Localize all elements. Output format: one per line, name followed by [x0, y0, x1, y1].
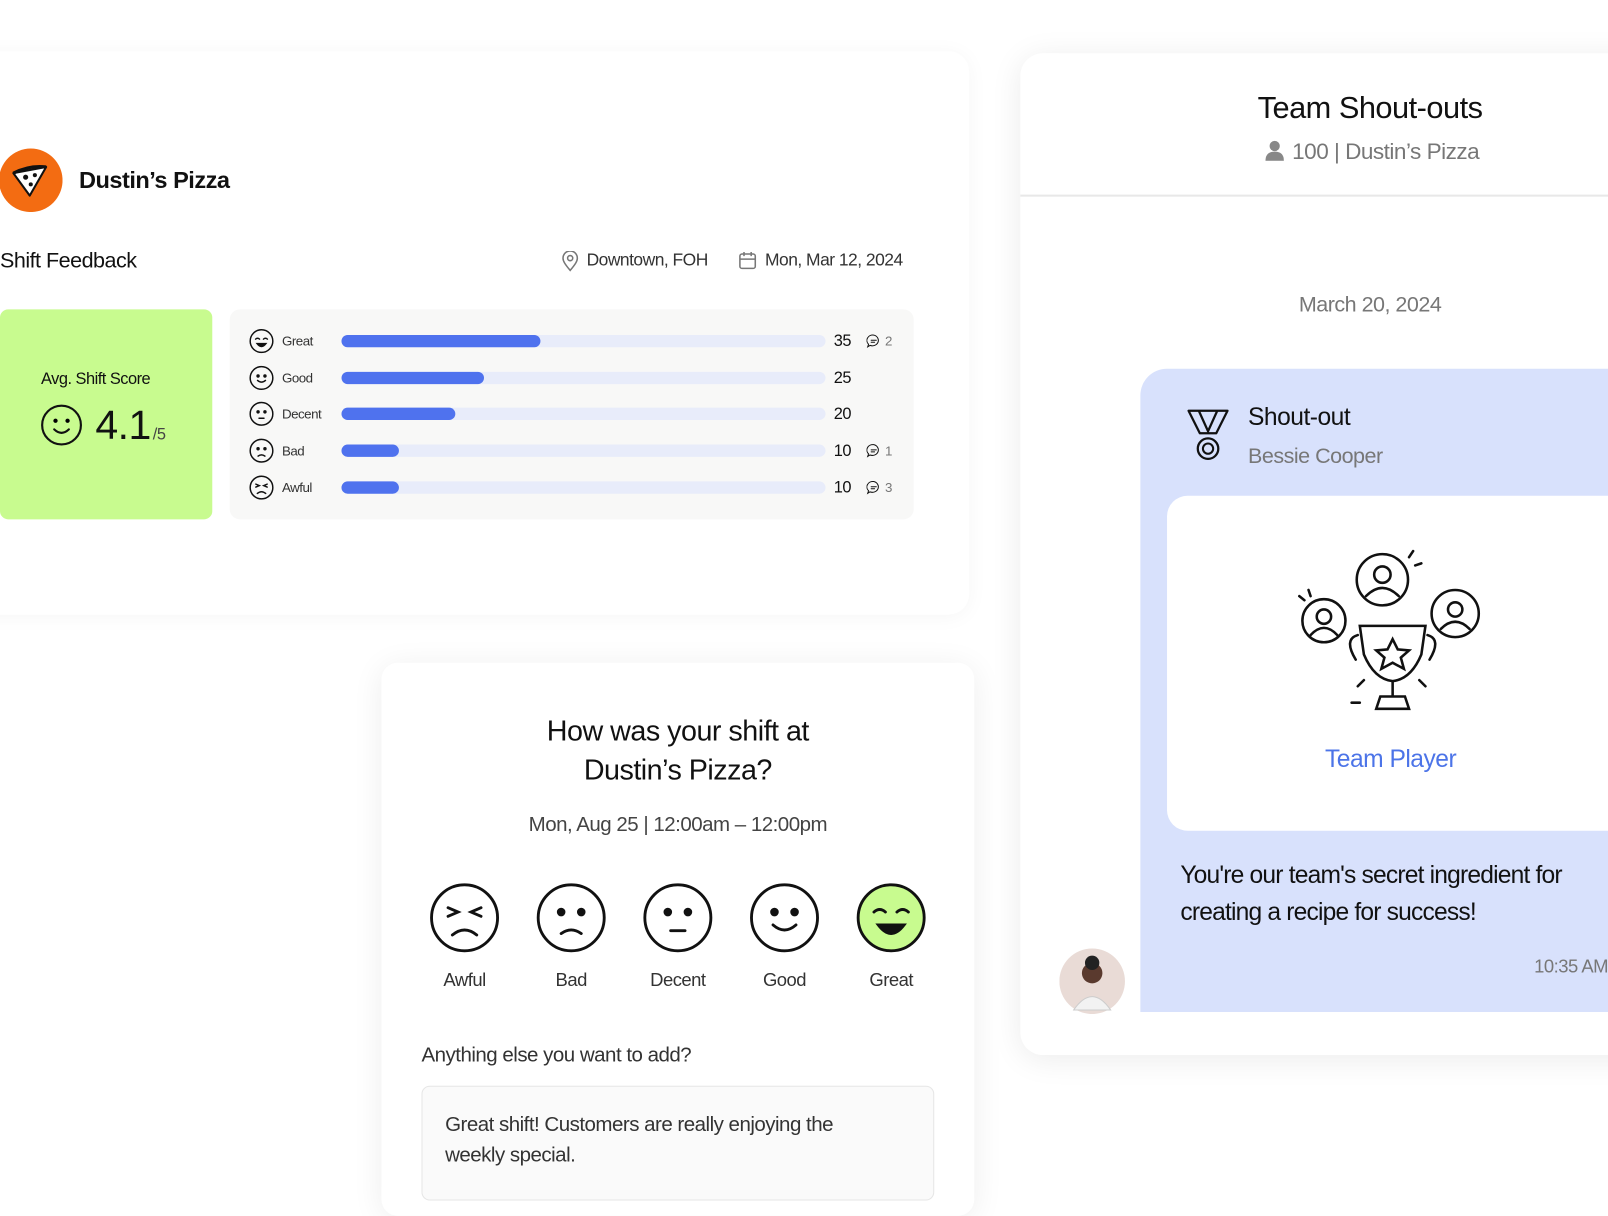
message-time: 10:35 AM — [1534, 956, 1608, 977]
survey-question: How was your shift at — [546, 714, 810, 747]
rating-face — [249, 438, 274, 463]
message-date: March 20, 2024 — [1298, 292, 1442, 317]
score-box — [0, 309, 213, 520]
shoutout-author: Bessie Cooper — [1248, 444, 1383, 469]
rating-count: 10 — [833, 442, 852, 461]
divider — [1020, 194, 1608, 197]
rating-count: 20 — [833, 406, 852, 424]
rating-label: Awful — [282, 479, 312, 496]
score-label: Avg. Shift Score — [41, 370, 151, 389]
bar — [341, 481, 399, 494]
rating-face — [249, 402, 274, 427]
score-value: 4.1 — [95, 403, 151, 449]
brand-name: Dustin’s Pizza — [78, 166, 230, 194]
date: Mon, Mar 12, 2024 — [765, 249, 903, 270]
option-label: Good — [762, 969, 807, 990]
score-face — [41, 404, 82, 446]
badge-card — [1167, 495, 1608, 831]
option-label: Great — [869, 969, 913, 990]
survey-question: Dustin’s Pizza? — [583, 753, 773, 786]
bar — [341, 371, 484, 384]
option-label: Bad — [555, 969, 588, 990]
comment-count: 1 — [885, 443, 892, 459]
score-max: /5 — [152, 426, 166, 444]
comment-prompt: Anything else you want to add? — [421, 1044, 692, 1067]
bar-track — [341, 408, 826, 421]
shoutouts-title: Team Shout-outs — [1257, 91, 1483, 125]
message-text: You're our team's secret ingredient for … — [1180, 861, 1562, 926]
survey-face[interactable] — [749, 882, 821, 954]
rating-label: Decent — [282, 406, 322, 422]
comment-icon — [866, 444, 879, 458]
survey-face[interactable] — [535, 882, 607, 954]
option-label: Awful — [443, 969, 486, 990]
option-label: Decent — [650, 969, 706, 990]
brand-logo — [0, 148, 63, 213]
comment-count: 3 — [885, 479, 892, 496]
bar — [341, 444, 399, 457]
rating-count: 10 — [833, 479, 852, 497]
comment-text: Great shift! Customers are really enjoyi… — [445, 1113, 834, 1167]
rating-label: Great — [282, 333, 313, 349]
page: Dustin’s Pizza Shift Feedback Downtown, … — [0, 91, 1608, 1201]
stage: Dustin’s Pizza Shift Feedback Downtown, … — [0, 91, 1608, 1201]
section-title: Shift Feedback — [0, 248, 137, 273]
members-icon — [1265, 140, 1284, 161]
comment-icon — [866, 334, 879, 348]
bar-track — [341, 481, 826, 494]
survey-face[interactable] — [429, 882, 501, 954]
comment-icon — [866, 480, 879, 495]
comment-count: 2 — [885, 333, 892, 349]
bar — [341, 408, 456, 421]
medal-icon — [1187, 409, 1229, 461]
calendar-icon — [739, 251, 757, 270]
rating-face — [249, 475, 274, 500]
bar — [341, 334, 541, 348]
avatar — [1059, 948, 1125, 1015]
location-icon — [562, 250, 579, 272]
badge-illustration — [1298, 549, 1481, 711]
rating-label: Good — [282, 369, 313, 386]
rating-label: Bad — [282, 443, 305, 459]
location: Downtown, FOH — [586, 249, 709, 270]
rating-face — [249, 329, 274, 354]
survey-time: Mon, Aug 25 | 12:00am – 12:00pm — [528, 813, 828, 837]
shoutout-kind: Shout-out — [1248, 403, 1351, 432]
rating-count: 35 — [833, 332, 852, 351]
shoutouts-subtitle: 100 | Dustin’s Pizza — [1292, 138, 1480, 164]
survey-face[interactable] — [642, 882, 714, 954]
rating-face — [249, 365, 274, 390]
survey-face[interactable] — [855, 882, 927, 954]
rating-count: 25 — [833, 369, 852, 387]
bar-track — [341, 444, 826, 457]
badge-name: Team Player — [1324, 745, 1457, 774]
